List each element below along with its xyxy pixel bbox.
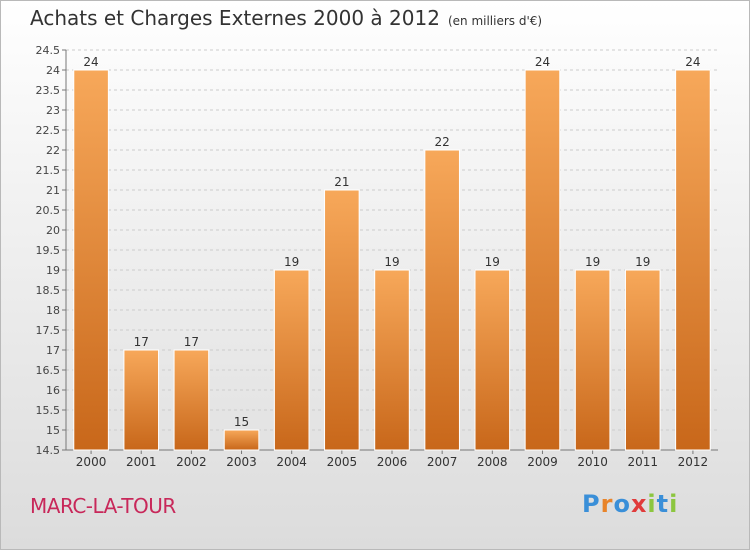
logo-letter: i	[647, 490, 657, 518]
y-tick-label: 17.5	[36, 324, 61, 337]
y-tick-label: 21.5	[36, 164, 61, 177]
x-tick-label: 2006	[377, 455, 408, 469]
data-label: 19	[284, 255, 299, 269]
y-tick-label: 24.5	[36, 44, 61, 57]
y-tick-label: 23	[46, 104, 60, 117]
x-tick-label: 2005	[327, 455, 358, 469]
y-tick-label: 22.5	[36, 124, 61, 137]
data-label: 22	[435, 135, 450, 149]
bar-2001	[123, 349, 160, 451]
y-tick-label: 17	[46, 344, 60, 357]
y-tick-label: 16	[46, 384, 60, 397]
x-tick-label: 2010	[577, 455, 608, 469]
bar-2007	[424, 149, 460, 451]
data-label: 19	[635, 255, 650, 269]
x-tick-label: 2000	[76, 455, 107, 469]
data-label: 19	[384, 255, 399, 269]
data-label: 19	[485, 255, 500, 269]
x-tick-label: 2003	[226, 455, 257, 469]
logo-letter: o	[613, 490, 631, 518]
y-tick-label: 18	[46, 304, 60, 317]
bar-2006	[374, 269, 410, 451]
x-tick-label: 2004	[276, 455, 307, 469]
bar-2002	[173, 349, 210, 451]
data-label: 15	[234, 415, 249, 429]
axis-layer: 14.5 15 15.5 16 16.5 17 17.5 18 18.5 19 19.5 20 20.5…	[36, 44, 718, 469]
data-label: 24	[685, 55, 700, 69]
data-label: 17	[134, 335, 149, 349]
y-tick-label: 22	[46, 144, 60, 157]
bar-2003	[223, 429, 260, 451]
place-name: MARC-LA-TOUR	[30, 494, 176, 518]
proxiti-logo: Proxiti	[582, 490, 678, 518]
chart-unit: (en milliers d'€)	[447, 14, 543, 28]
y-tick-label: 19	[46, 264, 60, 277]
bar-layer: 24 17 17 15 19 21 19 22 19 24 19 19 24	[73, 55, 711, 451]
bar-2008	[474, 269, 511, 451]
logo-letter: t	[656, 490, 670, 518]
chart-title: Achats et Charges Externes 2000 à 2012 (e…	[30, 6, 542, 30]
x-tick-label: 2011	[627, 455, 658, 469]
x-tick-label: 2002	[176, 455, 207, 469]
x-tick-label: 2009	[527, 455, 558, 469]
y-tick-label: 15.5	[36, 404, 61, 417]
bar-2010	[574, 269, 611, 451]
bar-2005	[324, 189, 360, 451]
bar-2012	[675, 69, 711, 451]
chart-title-text: Achats et Charges Externes 2000 à 2012	[30, 6, 440, 30]
y-tick-label: 24	[46, 64, 60, 77]
y-tick-label: 18.5	[36, 284, 61, 297]
logo-letter: r	[600, 490, 614, 518]
data-label: 24	[535, 55, 550, 69]
bar-2004	[273, 269, 310, 451]
y-tick-label: 20	[46, 224, 60, 237]
bar-2009	[524, 69, 561, 451]
logo-letter: P	[582, 490, 601, 518]
x-tick-label: 2008	[477, 455, 508, 469]
y-tick-label: 15	[46, 424, 60, 437]
bar-2011	[624, 269, 661, 451]
data-label: 24	[83, 55, 98, 69]
x-tick-label: 2001	[126, 455, 157, 469]
logo-letter: i	[669, 490, 679, 518]
bar-2000	[73, 69, 109, 451]
y-tick-label: 16.5	[36, 364, 61, 377]
y-tick-label: 14.5	[36, 444, 61, 457]
data-label: 21	[334, 175, 349, 189]
y-tick-label: 19.5	[36, 244, 61, 257]
x-tick-label: 2012	[678, 455, 709, 469]
logo-letter: x	[630, 490, 648, 518]
data-label: 19	[585, 255, 600, 269]
y-tick-label: 23.5	[36, 84, 61, 97]
y-tick-label: 20.5	[36, 204, 61, 217]
data-label: 17	[184, 335, 199, 349]
y-tick-label: 21	[46, 184, 60, 197]
x-tick-label: 2007	[427, 455, 458, 469]
